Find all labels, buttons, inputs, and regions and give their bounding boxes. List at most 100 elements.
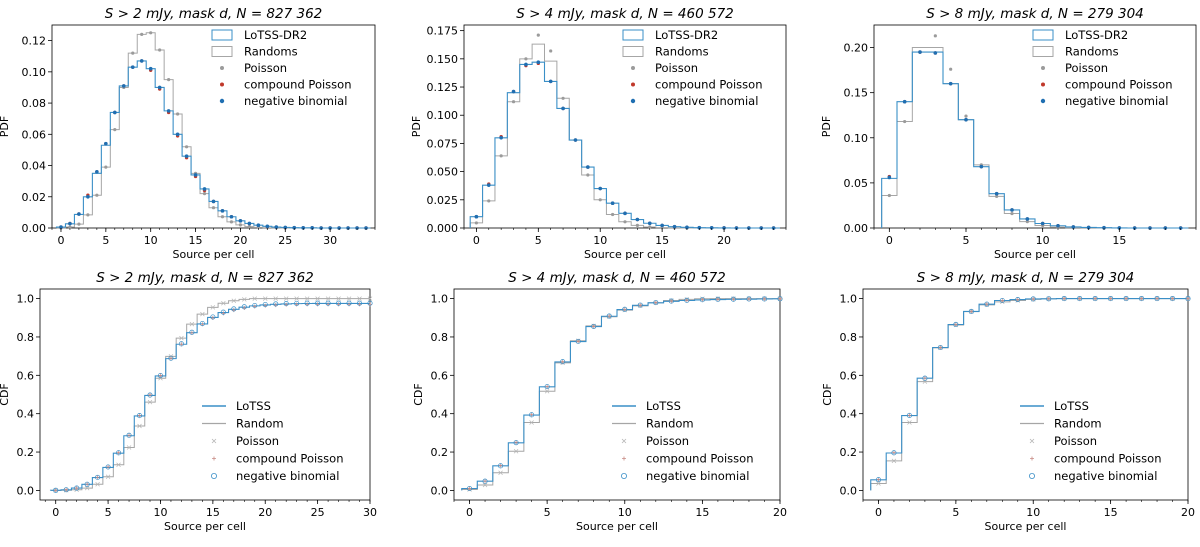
x-tick-label: 20 [258,506,272,519]
x-axis-label: Source per cell [584,248,666,261]
y-tick-label: 0.06 [22,128,47,141]
poisson-point [346,296,352,301]
compound-poisson-point [127,433,132,438]
compound-poisson-point [74,486,79,491]
negative-binomial-point [968,308,974,314]
poisson-point [95,482,100,487]
compound-poisson-point [514,440,519,445]
y-tick-label: 0.04 [22,160,47,173]
poisson-point [536,33,540,37]
poisson-point [499,154,503,158]
negative-binomial-point [684,297,690,303]
negative-binomial-point [238,219,243,223]
negative-binomial-point [598,186,603,191]
negative-binomial-point [1108,296,1114,302]
negative-binomial-point [294,300,300,306]
negative-binomial-point [1092,296,1098,302]
negative-binomial-point [482,478,488,484]
negative-binomial-point [77,212,81,216]
x-axis-label: Source per cell [164,520,246,533]
compound-poisson-point [1062,296,1067,301]
compound-poisson-point [969,309,974,314]
x-tick-label: 10 [1026,506,1040,519]
compound-poisson-point [1077,296,1082,301]
negative-binomial-point [1077,296,1083,302]
legend-label: LoTSS-DR2 [244,28,307,42]
compound-poisson-point [731,297,736,302]
negative-binomial-point [623,211,627,216]
legend-label: negative binomial [1054,469,1157,483]
x-tick-label: 15 [695,506,709,519]
negative-binomial-point [126,432,132,438]
poisson-point [210,305,216,310]
compound-poisson-point [467,486,472,491]
y-axis-label: CDF [0,383,11,405]
legend-random-swatch [1032,46,1054,57]
negative-binomial-point [283,301,289,307]
poisson-point [158,375,163,381]
x-tick-label: 15 [1112,234,1126,247]
negative-binomial-point [1010,208,1014,212]
negative-binomial-point [229,214,234,219]
legend-negative-binomial-marker [630,98,636,104]
negative-binomial-point [175,132,180,137]
negative-binomial-point [265,224,270,229]
negative-binomial-point [715,296,721,302]
poisson-point [648,225,652,229]
poisson-point [549,49,553,53]
negative-binomial-point [63,487,69,493]
negative-binomial-point [211,199,216,204]
legend-negative-binomial-marker [210,472,217,479]
legend-negative-binomial-marker [1029,472,1036,479]
x-axis-label: Source per cell [173,248,255,261]
plot-area [463,24,787,229]
poisson-point [116,462,121,467]
y-axis-label: CDF [412,383,425,405]
negative-binomial-point [902,99,907,104]
negative-binomial-point [148,66,153,71]
negative-binomial-point [1025,217,1030,221]
compound-poisson-point [498,463,503,468]
chart-title: S > 4 mJy, mask d, N = 460 572 [516,6,734,22]
negative-binomial-point [84,481,90,487]
negative-binomial-point [166,109,171,113]
y-axis-label: PDF [410,116,423,137]
compound-poisson-point [168,356,173,361]
negative-binomial-point [168,355,174,361]
negative-binomial-point [637,302,643,308]
negative-binomial-point [252,302,258,309]
x-tick-label: 5 [952,506,959,519]
legend-compound-poisson-marker [212,456,216,461]
poisson-point [189,321,195,327]
compound-poisson-point [529,412,534,417]
poisson-point [273,296,278,301]
y-tick-label: 0.10 [22,66,47,79]
poisson-point [315,296,320,301]
x-tick-label: 20 [717,234,731,247]
y-tick-label: 0.2 [17,446,35,459]
compound-poisson-point [591,324,596,329]
compound-poisson-point [622,307,627,312]
y-tick-label: 0.6 [840,369,858,382]
poisson-point [903,119,907,124]
y-tick-label: 0.0 [431,484,449,497]
legend-lotss-swatch [211,29,233,41]
negative-binomial-point [979,164,984,169]
negative-binomial-point [610,201,615,205]
negative-binomial-point [325,300,331,306]
negative-binomial-point [184,154,189,158]
poisson-point [876,481,881,486]
lotss-step-line [881,51,1189,229]
negative-binomial-point [1071,225,1076,229]
x-tick-label: 10 [153,506,167,519]
poisson-point [887,193,891,198]
negative-binomial-point [606,313,612,319]
x-tick-label: 0 [473,234,480,247]
legend-compound-poisson-marker [1030,456,1034,461]
negative-binomial-point [948,81,953,86]
compound-poisson-point [876,477,881,482]
negative-binomial-point [561,106,565,111]
x-tick-label: 5 [105,506,112,519]
legend-negative-binomial-marker [621,472,628,479]
poisson-point [598,198,602,202]
